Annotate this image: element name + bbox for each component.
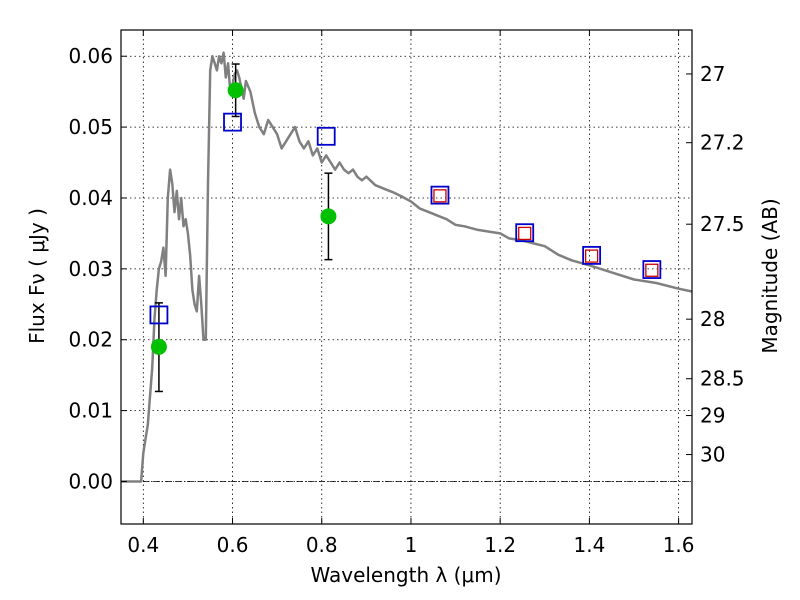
blue-square-marker (515, 223, 535, 243)
y-tick-label: 0.03 (68, 257, 113, 281)
observed-point (320, 208, 337, 225)
right-tick-label: 28.5 (700, 367, 745, 391)
red-square-marker (433, 189, 447, 203)
plot-frame (120, 29, 693, 525)
y-tick-label: 0.04 (68, 186, 113, 210)
red-square-marker (584, 249, 599, 263)
right-tick-label: 27 (700, 62, 725, 86)
series-layer (121, 51, 693, 483)
blue-square-marker (149, 305, 169, 325)
blue-square-marker (642, 260, 662, 279)
y-tick-label: 0.02 (68, 328, 113, 352)
x-tick-label: 1.2 (484, 533, 516, 557)
x-tick-label: 1 (405, 533, 418, 557)
blue-square-marker (316, 126, 336, 146)
x-axis-title: Wavelength λ (μm) (310, 563, 501, 587)
red-square-marker (645, 263, 659, 277)
x-tick-label: 0.8 (306, 533, 338, 557)
right-tick-label: 30 (700, 443, 725, 467)
blue-square-marker (582, 245, 602, 265)
right-y-axis-title: Magnitude (AB) (758, 198, 782, 353)
right-tick-label: 27.5 (700, 212, 745, 236)
grid (121, 30, 692, 524)
sed-model-line (121, 51, 693, 483)
observed-point (150, 338, 167, 355)
left-y-axis-title: Flux Fν ( μJy ) (25, 208, 49, 344)
right-tick-label: 28 (700, 307, 725, 331)
x-tick-label: 1.4 (573, 533, 605, 557)
right-tick-label: 29 (700, 404, 725, 428)
y-tick-label: 0.01 (68, 399, 113, 423)
observed-point (227, 82, 244, 99)
blue-square-marker (430, 185, 450, 205)
blue-square-marker (223, 112, 242, 132)
ticks-layer: 0.4 0.6 0.8 1 1.2 1.4 1.6 0.00 0.01 0.02 0.03 0.04 0… (68, 30, 745, 557)
y-tick-label: 0.00 (68, 469, 113, 493)
x-tick-label: 0.6 (217, 533, 249, 557)
x-tick-label: 1.6 (663, 533, 695, 557)
y-tick-label: 0.05 (68, 115, 113, 139)
x-tick-label: 0.4 (127, 533, 159, 557)
right-tick-label: 27.2 (700, 131, 745, 155)
y-tick-label: 0.06 (68, 44, 113, 68)
red-square-marker (518, 226, 532, 241)
